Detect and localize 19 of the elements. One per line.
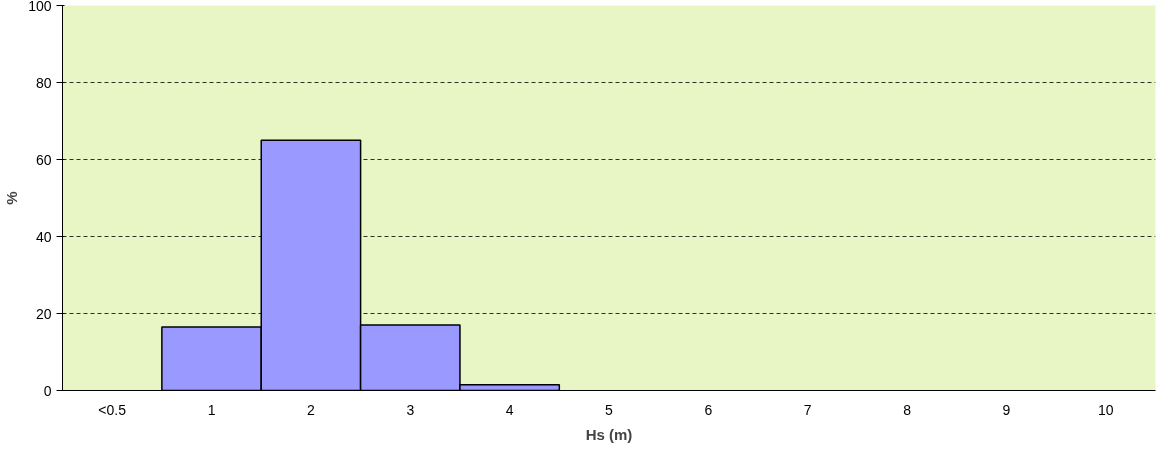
y-tick-label: 80	[35, 74, 52, 91]
x-tick-label: 4	[505, 401, 514, 418]
y-tick-label: 100	[28, 0, 52, 14]
y-tick-label: 40	[35, 228, 52, 245]
y-tick-label: 0	[43, 382, 52, 399]
y-tick-label: 20	[35, 305, 52, 322]
x-tick-label: 7	[803, 401, 812, 418]
x-tick-label: 5	[605, 401, 614, 418]
y-tick-label: 60	[35, 151, 52, 168]
x-tick-label: 9	[1002, 401, 1011, 418]
x-tick-label: 1	[207, 401, 216, 418]
x-tick-label: 3	[406, 401, 415, 418]
x-axis-title: Hs (m)	[585, 425, 633, 443]
x-tick-label: <0.5	[98, 401, 127, 418]
x-tick-label: 10	[1098, 401, 1114, 418]
y-axis-title: %	[3, 191, 21, 205]
x-tick-label: 6	[704, 401, 713, 418]
x-tick-label: 8	[903, 401, 912, 418]
x-tick-label: 2	[307, 401, 316, 418]
